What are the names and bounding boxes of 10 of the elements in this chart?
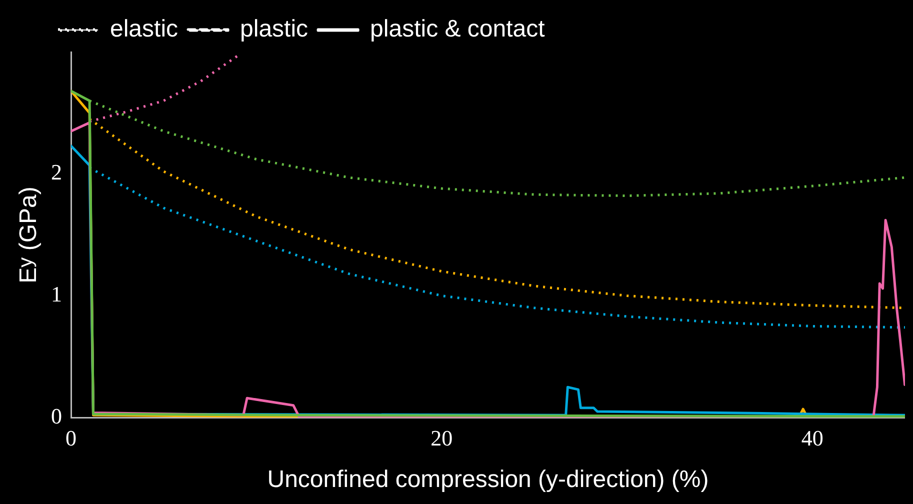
line-series (88, 54, 240, 123)
x-tick-label: 40 (801, 426, 824, 451)
legend-label: plastic (240, 16, 308, 43)
y-tick-label: 1 (51, 282, 62, 307)
y-tick-label: 0 (51, 403, 62, 428)
legend-label: plastic & contact (370, 16, 546, 43)
x-axis-title: Unconfined compression (y-direction) (%) (267, 466, 709, 494)
x-tick-label: 20 (430, 426, 453, 451)
y-tick-label: 2 (51, 160, 62, 185)
legend-label: elastic (110, 16, 178, 43)
